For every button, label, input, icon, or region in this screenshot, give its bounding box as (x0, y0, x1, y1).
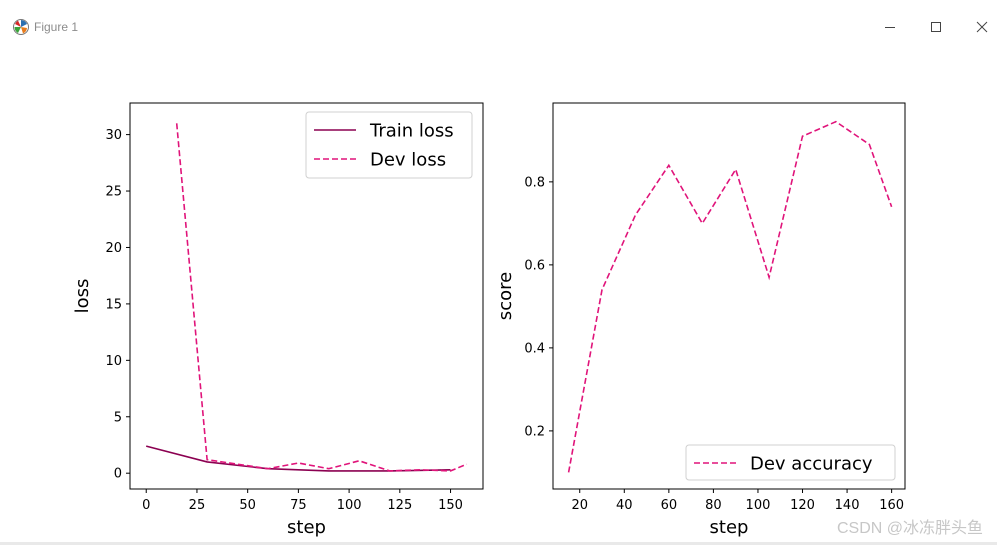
window-title: Figure 1 (34, 20, 79, 34)
y-tick-label: 0 (114, 467, 122, 482)
series-line-dev-accuracy (567, 120, 893, 473)
y-tick-label: 0.8 (524, 175, 545, 190)
x-tick-label: 50 (239, 498, 256, 513)
x-tick-label: 150 (438, 498, 463, 513)
x-tick-label: 60 (661, 498, 678, 513)
x-tick-label: 100 (746, 498, 771, 513)
close-icon (976, 21, 988, 33)
x-tick-label: 0 (142, 498, 150, 513)
x-tick-label: 140 (835, 498, 860, 513)
maximize-button[interactable] (922, 14, 950, 40)
series-line-train-loss (145, 445, 451, 472)
x-tick-label: 80 (705, 498, 722, 513)
x-axis-label: step (287, 517, 326, 538)
matplotlib-logo-icon (13, 19, 29, 35)
axes-frame (129, 102, 484, 490)
series-line-dev-loss (175, 123, 468, 472)
y-tick-label: 0.2 (524, 424, 545, 439)
y-tick-label: 0.6 (524, 258, 545, 273)
figure-canvas: 0 25 50 75 100 125 150 0 5 10 15 20 25 30 step loss Trai… (72, 102, 906, 538)
y-tick-label: 25 (105, 185, 122, 200)
x-tick-label: 120 (790, 498, 815, 513)
close-button[interactable] (968, 14, 996, 40)
y-tick-label: 5 (114, 410, 122, 425)
minimize-button[interactable] (876, 14, 904, 40)
y-tick-label: 10 (105, 354, 122, 369)
legend-box (305, 111, 473, 179)
y-axis-label: score (495, 272, 516, 320)
y-axis-label: loss (72, 279, 93, 314)
y-tick-label: 0.4 (524, 341, 545, 356)
x-tick-label: 25 (189, 498, 206, 513)
x-tick-label: 100 (337, 498, 362, 513)
title-bar: Figure 1 (0, 0, 997, 52)
axes-frame (552, 102, 906, 490)
legend-label: Dev accuracy (750, 454, 873, 475)
x-tick-label: 40 (616, 498, 633, 513)
x-tick-label: 20 (571, 498, 588, 513)
x-tick-label: 160 (879, 498, 904, 513)
x-axis-label: step (710, 517, 749, 538)
y-tick-label: 30 (105, 128, 122, 143)
minimize-icon (885, 27, 895, 28)
y-tick-label: 20 (105, 241, 122, 256)
legend-label: Dev loss (370, 150, 446, 171)
watermark: CSDN @冰冻胖头鱼 (836, 520, 983, 537)
y-tick-label: 15 (105, 297, 122, 312)
maximize-icon (931, 22, 941, 32)
window-bottom-border (0, 542, 997, 545)
x-tick-label: 125 (387, 498, 412, 513)
legend-label: Train loss (369, 121, 454, 142)
x-tick-label: 75 (290, 498, 307, 513)
legend-box (685, 444, 896, 481)
